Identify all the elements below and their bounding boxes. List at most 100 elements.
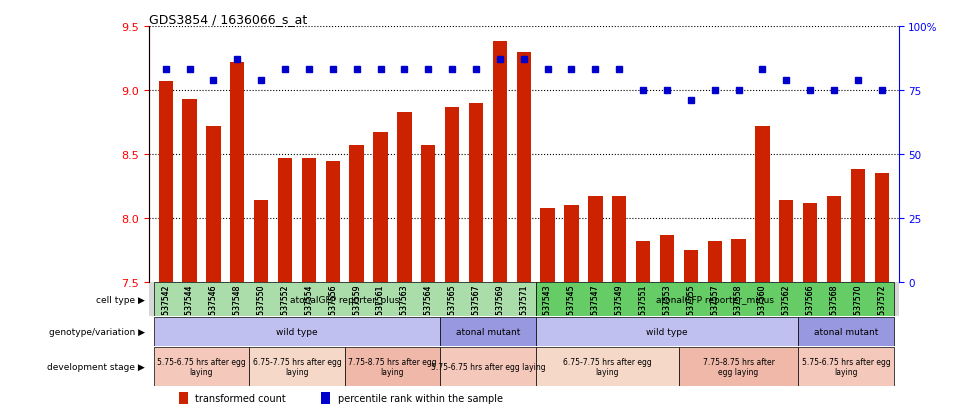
Text: GSM537553: GSM537553 <box>662 284 672 331</box>
Text: GSM537558: GSM537558 <box>734 284 743 330</box>
Text: GSM537569: GSM537569 <box>495 284 505 331</box>
Text: GSM537544: GSM537544 <box>185 284 194 331</box>
Text: GSM537566: GSM537566 <box>805 284 815 330</box>
Bar <box>397 112 411 282</box>
Bar <box>850 170 865 282</box>
Bar <box>564 206 579 282</box>
Text: GSM537554: GSM537554 <box>305 284 313 331</box>
Text: GSM537571: GSM537571 <box>519 284 529 330</box>
Text: GSM537548: GSM537548 <box>233 284 242 330</box>
FancyBboxPatch shape <box>345 347 440 386</box>
Text: GSM537567: GSM537567 <box>472 284 480 330</box>
Text: GSM537566: GSM537566 <box>805 284 815 331</box>
Text: GSM537559: GSM537559 <box>352 284 361 330</box>
Text: 5.75-6.75 hrs after egg
laying: 5.75-6.75 hrs after egg laying <box>801 357 891 376</box>
Text: GSM537555: GSM537555 <box>686 284 696 331</box>
Text: cell type ▶: cell type ▶ <box>96 295 145 304</box>
Bar <box>326 161 340 282</box>
Text: GSM537546: GSM537546 <box>209 284 218 331</box>
FancyBboxPatch shape <box>535 347 678 386</box>
Text: GSM537543: GSM537543 <box>543 284 553 331</box>
Bar <box>755 127 770 282</box>
Text: GSM537572: GSM537572 <box>877 284 886 330</box>
Bar <box>803 203 818 282</box>
Bar <box>207 127 221 282</box>
Text: GSM537550: GSM537550 <box>257 284 265 330</box>
Text: GSM537561: GSM537561 <box>376 284 385 330</box>
Text: GSM537564: GSM537564 <box>424 284 432 330</box>
Text: GSM537551: GSM537551 <box>639 284 648 330</box>
Bar <box>779 201 794 282</box>
Text: 7.75-8.75 hrs after egg
laying: 7.75-8.75 hrs after egg laying <box>348 357 436 376</box>
Bar <box>731 239 746 282</box>
Text: GSM537547: GSM537547 <box>591 284 600 331</box>
Text: GSM537565: GSM537565 <box>448 284 456 331</box>
Text: GSM537568: GSM537568 <box>829 284 839 330</box>
Text: GSM537558: GSM537558 <box>734 284 743 330</box>
Text: 5.75-6.75 hrs after egg laying: 5.75-6.75 hrs after egg laying <box>431 362 545 371</box>
Text: GSM537546: GSM537546 <box>209 284 218 330</box>
Text: GSM537552: GSM537552 <box>281 284 289 330</box>
Text: GSM537567: GSM537567 <box>472 284 480 331</box>
Text: GSM537545: GSM537545 <box>567 284 576 331</box>
Text: GSM537544: GSM537544 <box>185 284 194 330</box>
Bar <box>159 82 173 282</box>
Text: percentile rank within the sample: percentile rank within the sample <box>338 393 503 403</box>
Text: GSM537562: GSM537562 <box>782 284 791 330</box>
Text: GDS3854 / 1636066_s_at: GDS3854 / 1636066_s_at <box>149 13 308 26</box>
Text: GSM537572: GSM537572 <box>877 284 886 330</box>
Text: GSM537547: GSM537547 <box>591 284 600 330</box>
Bar <box>183 100 197 282</box>
Text: atonalGFP reporter_plus: atonalGFP reporter_plus <box>290 295 400 304</box>
Text: GSM537565: GSM537565 <box>448 284 456 330</box>
Text: GSM537564: GSM537564 <box>424 284 432 331</box>
Text: GSM537557: GSM537557 <box>710 284 719 330</box>
Bar <box>179 392 188 404</box>
Text: GSM537557: GSM537557 <box>710 284 719 331</box>
FancyBboxPatch shape <box>678 347 799 386</box>
Text: GSM537549: GSM537549 <box>615 284 624 331</box>
Bar <box>875 174 889 282</box>
FancyBboxPatch shape <box>440 347 535 386</box>
Text: 5.75-6.75 hrs after egg
laying: 5.75-6.75 hrs after egg laying <box>157 357 246 376</box>
Bar <box>302 159 316 282</box>
Bar <box>588 197 603 282</box>
Text: GSM537555: GSM537555 <box>686 284 696 330</box>
Text: GSM537551: GSM537551 <box>639 284 648 330</box>
Text: GSM537561: GSM537561 <box>376 284 385 330</box>
Text: GSM537563: GSM537563 <box>400 284 408 331</box>
Bar <box>517 52 530 282</box>
Bar <box>374 133 387 282</box>
FancyBboxPatch shape <box>154 317 440 346</box>
Text: transformed count: transformed count <box>195 393 286 403</box>
Bar <box>683 251 698 282</box>
Bar <box>660 235 674 282</box>
Bar <box>254 201 268 282</box>
FancyBboxPatch shape <box>799 317 894 346</box>
Text: GSM537553: GSM537553 <box>662 284 672 330</box>
Bar <box>707 242 722 282</box>
Text: development stage ▶: development stage ▶ <box>47 362 145 371</box>
Bar <box>636 242 651 282</box>
Text: GSM537550: GSM537550 <box>257 284 265 331</box>
Bar <box>278 159 292 282</box>
Text: 6.75-7.75 hrs after egg
laying: 6.75-7.75 hrs after egg laying <box>563 357 652 376</box>
Text: GSM537556: GSM537556 <box>329 284 337 330</box>
Text: GSM537543: GSM537543 <box>543 284 553 330</box>
Text: GSM537568: GSM537568 <box>829 284 839 330</box>
Text: GSM537563: GSM537563 <box>400 284 408 330</box>
Text: GSM537570: GSM537570 <box>853 284 862 331</box>
FancyBboxPatch shape <box>799 347 894 386</box>
Text: GSM537556: GSM537556 <box>329 284 337 331</box>
Bar <box>469 104 483 282</box>
Text: wild type: wild type <box>646 327 688 336</box>
Text: GSM537554: GSM537554 <box>305 284 313 330</box>
FancyBboxPatch shape <box>535 282 894 316</box>
Text: GSM537545: GSM537545 <box>567 284 576 330</box>
Text: GSM537549: GSM537549 <box>615 284 624 330</box>
Text: GSM537570: GSM537570 <box>853 284 862 330</box>
Bar <box>421 146 435 282</box>
Bar <box>445 107 459 282</box>
Bar <box>493 42 507 282</box>
Bar <box>540 209 554 282</box>
